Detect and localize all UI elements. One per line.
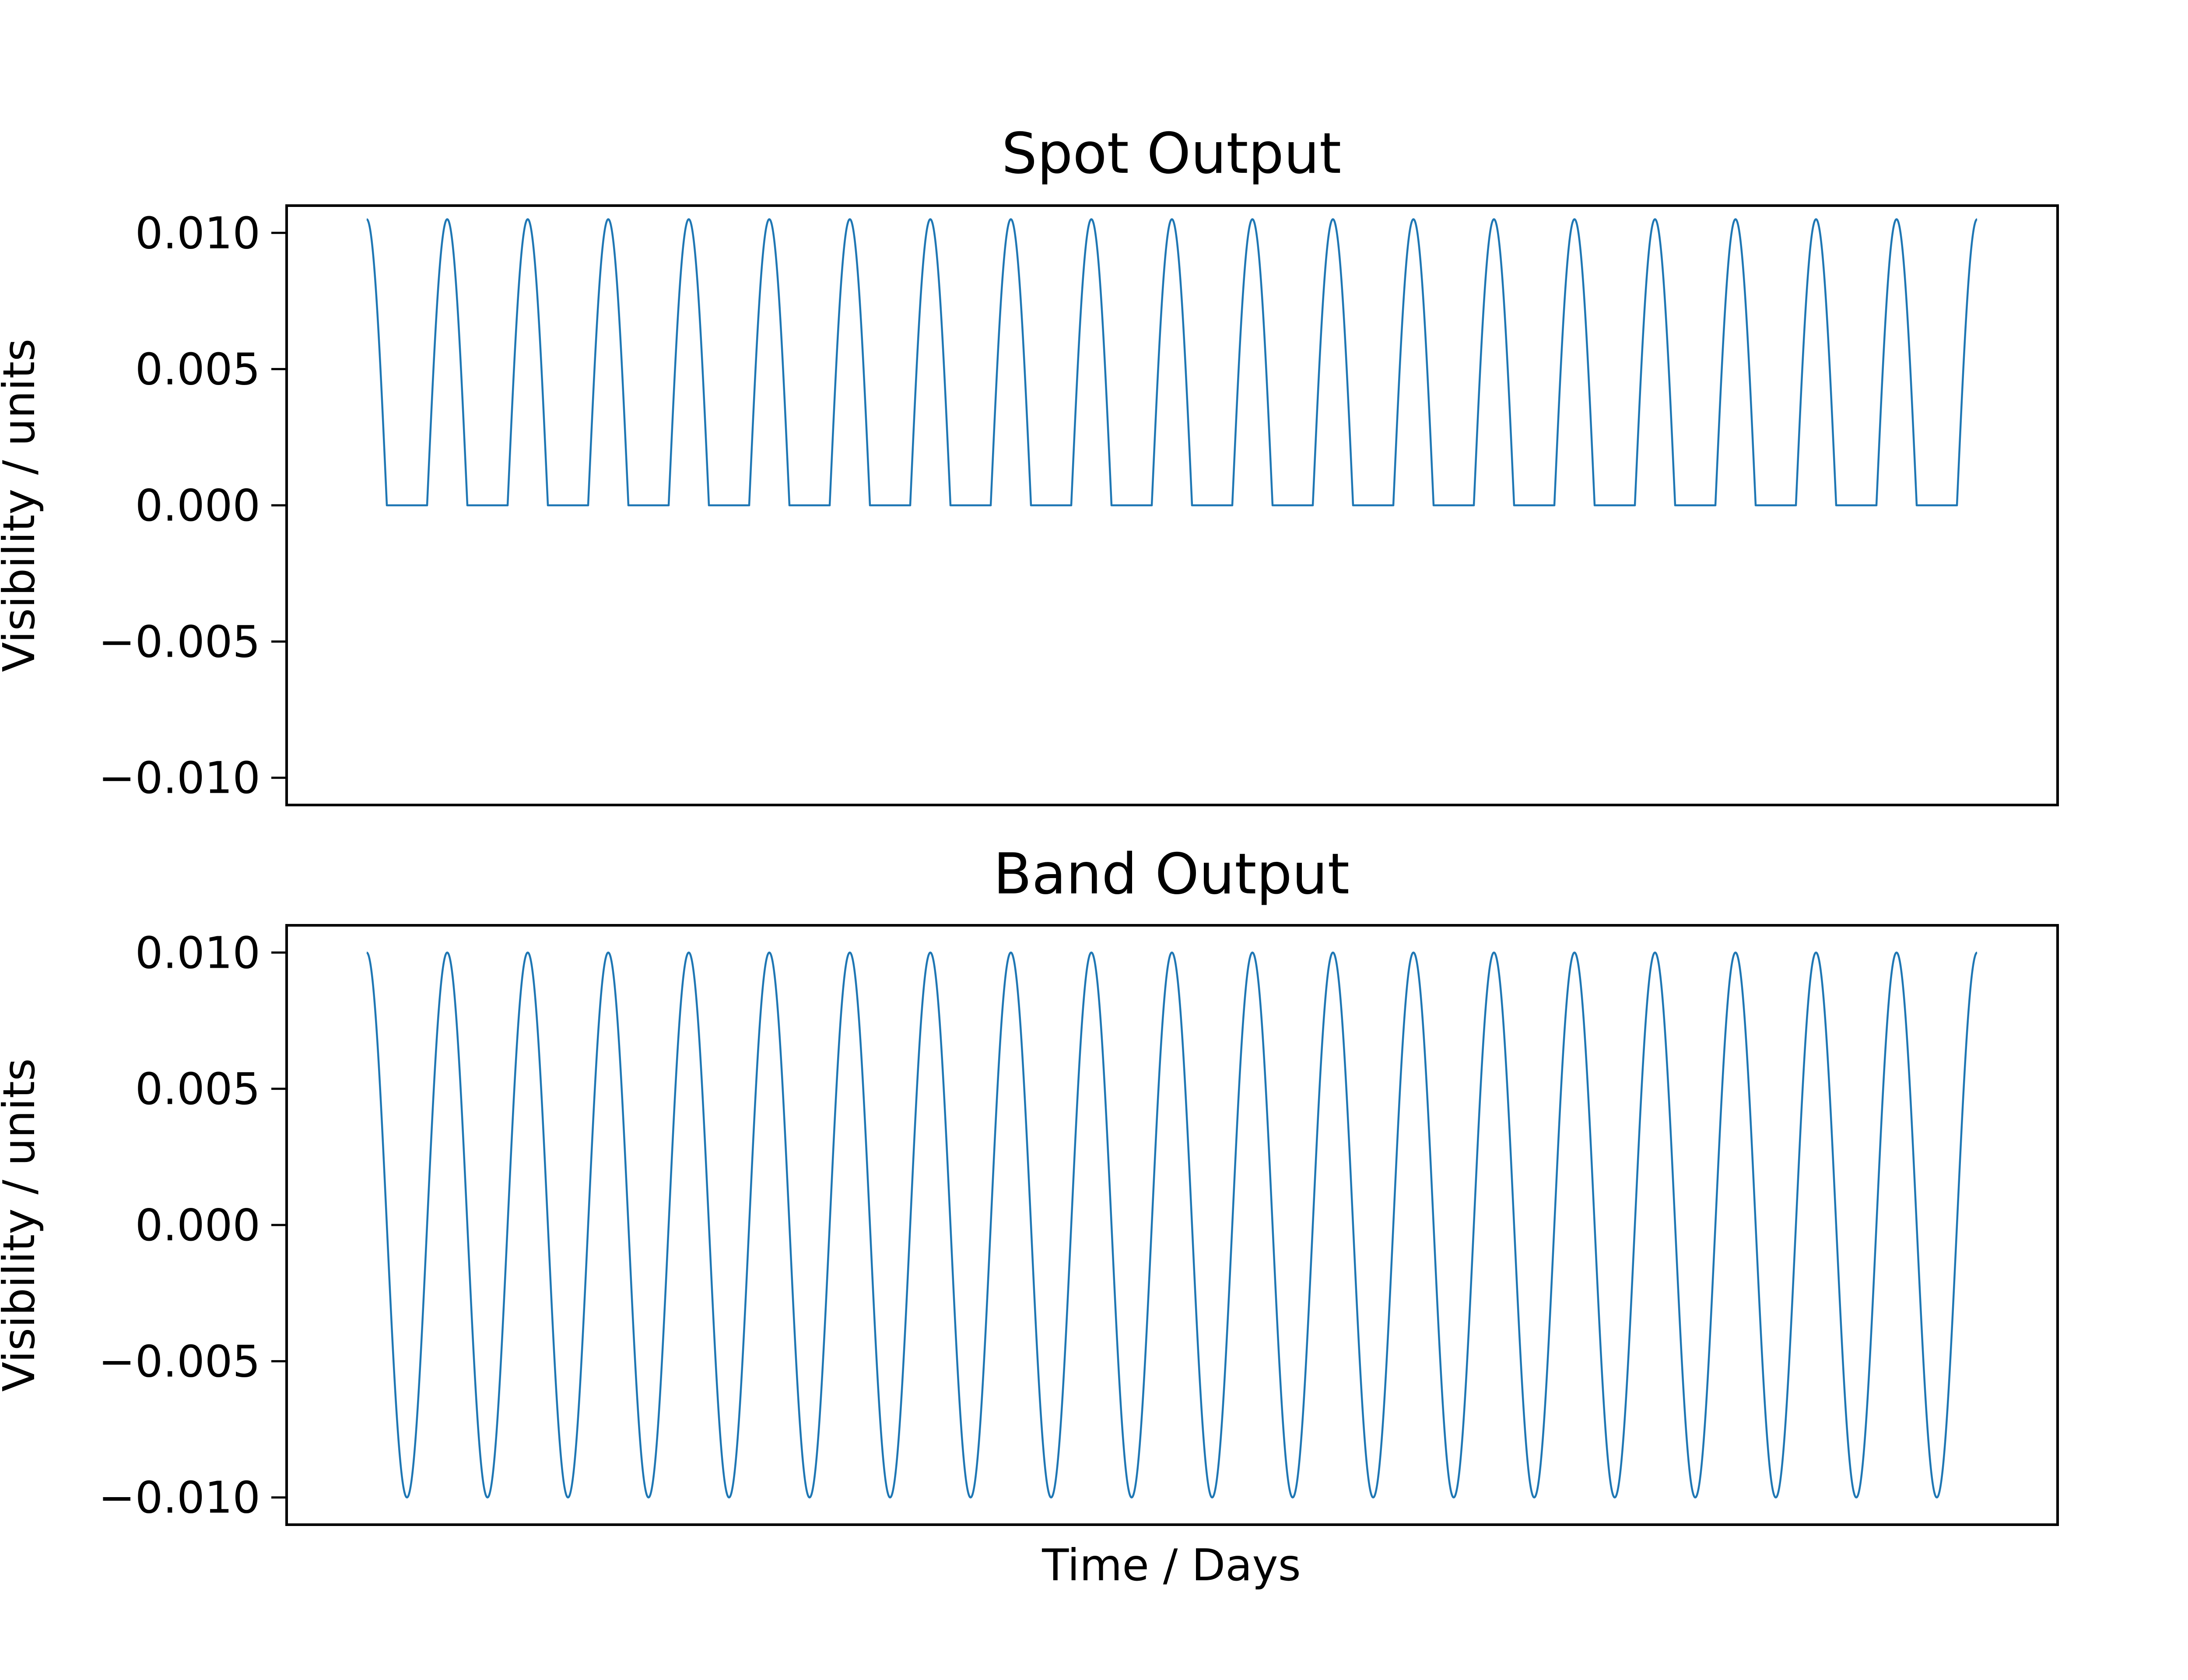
series-line bbox=[366, 218, 1978, 507]
y-tick-label: 0.010 bbox=[135, 207, 260, 259]
plot-area bbox=[366, 218, 1978, 507]
y-tick-label: −0.005 bbox=[98, 1336, 260, 1387]
axes-frame bbox=[285, 204, 2059, 806]
spot-output-panel: Spot Output Visibility / units 0.010 0.00… bbox=[0, 121, 2059, 806]
y-tick-label: 0.000 bbox=[135, 1200, 260, 1251]
plot-area bbox=[366, 952, 1978, 1498]
y-axis-label: Visibility / units bbox=[0, 339, 45, 672]
axes-frame bbox=[285, 924, 2059, 1526]
band-output-panel: Band Output Visibility / units 0.010 0.00… bbox=[0, 842, 2059, 1591]
y-tick-label: 0.000 bbox=[135, 480, 260, 531]
y-tick-label: 0.005 bbox=[135, 344, 260, 395]
y-tick-label: 0.005 bbox=[135, 1064, 260, 1115]
y-axis-ticks: 0.010 0.005 0.000 −0.005 −0.010 bbox=[98, 207, 287, 804]
series-line bbox=[366, 952, 1978, 1498]
x-axis-label: Time / Days bbox=[1041, 1540, 1301, 1591]
y-axis-ticks: 0.010 0.005 0.000 −0.005 −0.010 bbox=[98, 927, 287, 1523]
chart-title: Band Output bbox=[993, 842, 1350, 907]
y-tick-label: −0.005 bbox=[98, 616, 260, 667]
y-tick-label: −0.010 bbox=[98, 1472, 260, 1523]
y-tick-label: 0.010 bbox=[135, 927, 260, 978]
chart-title: Spot Output bbox=[1002, 121, 1341, 186]
y-tick-label: −0.010 bbox=[98, 752, 260, 804]
y-axis-label: Visibility / units bbox=[0, 1058, 45, 1392]
